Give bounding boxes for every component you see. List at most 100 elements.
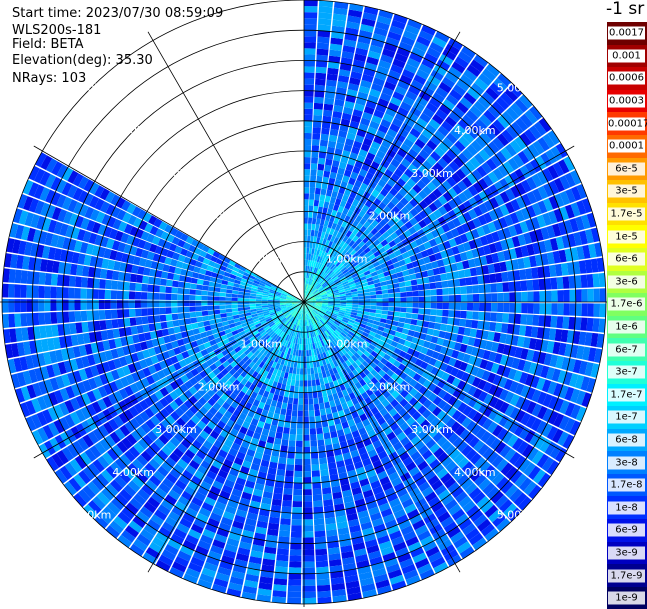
- range-gate: [330, 172, 337, 179]
- range-gate: [177, 307, 183, 313]
- range-gate: [275, 407, 281, 414]
- range-gate: [461, 303, 467, 311]
- range-gate: [313, 501, 323, 508]
- range-gate: [429, 316, 436, 323]
- range-gate: [308, 380, 312, 386]
- range-gate: [582, 289, 588, 302]
- range-gate: [244, 298, 250, 301]
- range-gate: [93, 300, 99, 310]
- range-gate: [316, 385, 321, 392]
- range-gate: [304, 145, 311, 151]
- range-gate: [319, 201, 325, 208]
- range-gate: [467, 294, 473, 302]
- range-gate: [288, 446, 295, 453]
- range-gate: [165, 294, 171, 301]
- range-gate: [105, 310, 112, 319]
- range-gate: [527, 292, 533, 303]
- range-gate: [326, 523, 337, 530]
- range-gate: [315, 537, 326, 544]
- range-gate: [307, 356, 310, 362]
- range-gate: [327, 456, 335, 463]
- range-gate: [436, 309, 443, 316]
- range-gate: [278, 457, 286, 464]
- range-gate: [399, 317, 406, 323]
- range-gate: [364, 299, 370, 302]
- range-gate: [394, 293, 400, 298]
- range-gate: [442, 310, 449, 317]
- range-gate: [309, 356, 312, 362]
- range-gate: [226, 309, 232, 313]
- range-gate: [306, 260, 308, 266]
- range-gate: [370, 291, 376, 295]
- range-gate: [490, 313, 497, 322]
- range-gate: [325, 196, 331, 203]
- range-gate: [315, 79, 326, 86]
- range-gate: [314, 513, 324, 520]
- range-gate: [592, 318, 599, 332]
- range-gate: [306, 350, 309, 356]
- range-gate: [303, 537, 314, 543]
- range-gate: [136, 275, 143, 283]
- range-gate: [117, 291, 123, 300]
- range-gate: [467, 303, 473, 311]
- range-gate: [123, 291, 129, 299]
- range-gate: [299, 393, 304, 399]
- range-gate: [580, 318, 587, 331]
- range-gate: [280, 408, 286, 415]
- range-gate: [273, 493, 283, 500]
- range-gate: [400, 292, 406, 297]
- range-gate: [509, 292, 515, 302]
- range-gate: [166, 314, 173, 321]
- range-gate: [346, 302, 352, 304]
- range-gate: [503, 293, 509, 302]
- range-gate: [208, 310, 215, 315]
- range-gate: [32, 285, 39, 298]
- range-gate: [214, 305, 220, 309]
- range-gate: [376, 310, 383, 314]
- range-gate: [458, 270, 465, 278]
- range-gate: [312, 386, 317, 393]
- range-gate: [527, 303, 533, 314]
- range-gate: [317, 37, 329, 44]
- range-gate: [301, 350, 304, 356]
- range-gate: [190, 317, 197, 323]
- range-gate: [461, 295, 467, 303]
- range-gate: [226, 293, 232, 297]
- range-gate: [130, 274, 137, 283]
- range-gate: [276, 554, 288, 561]
- range-gate: [287, 598, 301, 605]
- range-gate: [330, 197, 336, 204]
- range-gate: [428, 276, 435, 283]
- range-gate: [520, 280, 527, 291]
- range-gate: [455, 295, 461, 302]
- range-gate: [256, 304, 262, 307]
- range-gate: [485, 303, 491, 312]
- range-gate: [201, 296, 207, 301]
- range-gate: [291, 525, 302, 531]
- range-gate: [466, 311, 473, 319]
- range-gate: [226, 297, 232, 301]
- range-gate: [309, 200, 314, 206]
- range-gate: [418, 290, 424, 296]
- range-gate: [283, 427, 290, 434]
- range-gate: [316, 67, 327, 74]
- range-gate: [294, 471, 302, 477]
- range-gate: [316, 561, 328, 568]
- range-gate: [430, 283, 437, 290]
- range-gate: [190, 283, 197, 289]
- range-gate: [129, 283, 136, 291]
- range-gate: [563, 276, 570, 288]
- range-gate: [317, 391, 322, 398]
- range-gate: [204, 275, 211, 281]
- range-gate: [44, 286, 51, 298]
- range-gate: [111, 310, 118, 319]
- range-gate: [304, 133, 312, 139]
- range-gate: [319, 458, 327, 465]
- range-gate: [282, 403, 288, 410]
- range-gate: [502, 313, 509, 323]
- range-gate: [562, 317, 569, 330]
- range-gate: [93, 310, 100, 320]
- range-gate: [208, 315, 215, 320]
- range-gate: [503, 303, 509, 312]
- range-gate: [314, 200, 319, 207]
